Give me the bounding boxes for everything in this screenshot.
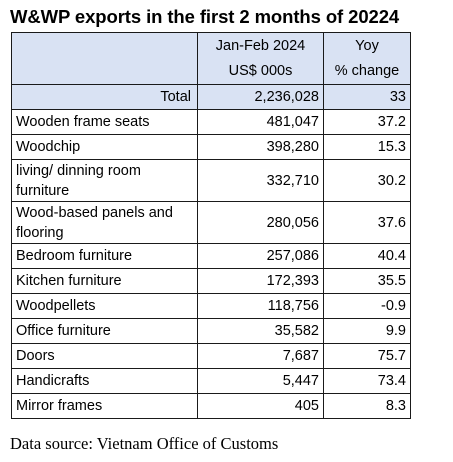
table-row: Wood-based panels and flooring 280,056 3… (11, 201, 411, 244)
row-change: 9.9 (323, 318, 411, 344)
header-period: Jan-Feb 2024 US$ 000s (197, 32, 324, 85)
row-change: 75.7 (323, 343, 411, 369)
table-row: Woodpellets 118,756 -0.9 (11, 293, 411, 319)
row-value: 398,280 (197, 134, 324, 160)
table-row: Handicrafts 5,447 73.4 (11, 368, 411, 394)
row-change: 73.4 (323, 368, 411, 394)
header-period-line2: US$ 000s (228, 62, 293, 79)
table-row: Kitchen furniture 172,393 35.5 (11, 268, 411, 294)
row-label: Woodchip (11, 134, 198, 160)
row-value: 118,756 (197, 293, 324, 319)
row-value: 35,582 (197, 318, 324, 344)
row-label: Wooden frame seats (11, 109, 198, 135)
table-title: W&WP exports in the first 2 months of 20… (10, 6, 400, 27)
header-change-line1: Yoy (355, 37, 379, 54)
data-source-note: Data source: Vietnam Office of Customs (10, 434, 279, 453)
row-change: 8.3 (323, 393, 411, 419)
table-row: Office furniture 35,582 9.9 (11, 318, 411, 344)
row-label: Woodpellets (11, 293, 198, 319)
row-label: Wood-based panels and flooring (11, 201, 198, 244)
row-change: -0.9 (323, 293, 411, 319)
table-row: living/ dinning room furniture 332,710 3… (11, 159, 411, 202)
row-value: 332,710 (197, 159, 324, 202)
row-change: 15.3 (323, 134, 411, 160)
row-value: 7,687 (197, 343, 324, 369)
row-label: Doors (11, 343, 198, 369)
total-label: Total (11, 84, 198, 110)
row-label: Bedroom furniture (11, 243, 198, 269)
row-value: 257,086 (197, 243, 324, 269)
header-change: Yoy % change (323, 32, 411, 85)
row-value: 405 (197, 393, 324, 419)
row-label: Office furniture (11, 318, 198, 344)
header-change-line2: % change (334, 62, 400, 79)
row-label: Kitchen furniture (11, 268, 198, 294)
row-value: 481,047 (197, 109, 324, 135)
row-change: 35.5 (323, 268, 411, 294)
total-change: 33 (323, 84, 411, 110)
exports-table: Jan-Feb 2024 US$ 000s Yoy % change Total… (11, 32, 411, 419)
table-row: Mirror frames 405 8.3 (11, 393, 411, 419)
table-row: Doors 7,687 75.7 (11, 343, 411, 369)
total-value: 2,236,028 (197, 84, 324, 110)
table-row: Wooden frame seats 481,047 37.2 (11, 109, 411, 135)
header-row: Jan-Feb 2024 US$ 000s Yoy % change (11, 32, 411, 85)
row-change: 40.4 (323, 243, 411, 269)
header-period-line1: Jan-Feb 2024 (215, 37, 306, 54)
row-label: Handicrafts (11, 368, 198, 394)
row-label: living/ dinning room furniture (11, 159, 198, 202)
row-value: 5,447 (197, 368, 324, 394)
row-change: 37.6 (323, 201, 411, 244)
row-change: 30.2 (323, 159, 411, 202)
row-label: Mirror frames (11, 393, 198, 419)
table-row: Woodchip 398,280 15.3 (11, 134, 411, 160)
row-change: 37.2 (323, 109, 411, 135)
row-value: 280,056 (197, 201, 324, 244)
header-empty-cell (11, 32, 198, 85)
total-row: Total 2,236,028 33 (11, 84, 411, 110)
row-value: 172,393 (197, 268, 324, 294)
table-row: Bedroom furniture 257,086 40.4 (11, 243, 411, 269)
